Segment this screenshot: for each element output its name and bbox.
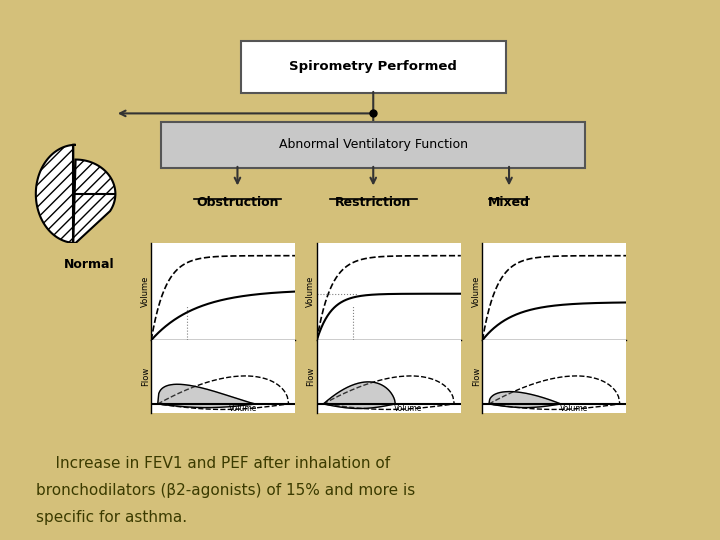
Text: Volume: Volume bbox=[395, 404, 423, 413]
Text: bronchodilators (β2-agonists) of 15% and more is: bronchodilators (β2-agonists) of 15% and… bbox=[36, 483, 415, 498]
Y-axis label: Flow: Flow bbox=[307, 367, 315, 386]
Text: Spirometry Performed: Spirometry Performed bbox=[289, 60, 457, 73]
Y-axis label: Volume: Volume bbox=[472, 276, 481, 307]
Text: Volume: Volume bbox=[560, 404, 588, 413]
X-axis label: Time: Time bbox=[544, 342, 564, 350]
Y-axis label: Flow: Flow bbox=[141, 367, 150, 386]
X-axis label: Time: Time bbox=[213, 342, 233, 350]
FancyBboxPatch shape bbox=[161, 122, 585, 168]
X-axis label: Time: Time bbox=[379, 342, 399, 350]
Text: Volume: Volume bbox=[229, 404, 257, 413]
Y-axis label: Flow: Flow bbox=[472, 367, 481, 386]
Text: Obstruction: Obstruction bbox=[197, 197, 279, 210]
Y-axis label: Volume: Volume bbox=[307, 276, 315, 307]
Text: Increase in FEV1 and PEF after inhalation of: Increase in FEV1 and PEF after inhalatio… bbox=[36, 456, 390, 471]
Polygon shape bbox=[36, 145, 115, 243]
Text: Normal: Normal bbox=[64, 258, 115, 271]
Y-axis label: Volume: Volume bbox=[141, 276, 150, 307]
Text: specific for asthma.: specific for asthma. bbox=[36, 510, 187, 525]
Text: Abnormal Ventilatory Function: Abnormal Ventilatory Function bbox=[279, 138, 468, 151]
Polygon shape bbox=[323, 382, 395, 409]
Text: Restriction: Restriction bbox=[335, 197, 411, 210]
Polygon shape bbox=[158, 384, 256, 408]
Polygon shape bbox=[489, 392, 561, 408]
Text: Mixed: Mixed bbox=[488, 197, 530, 210]
FancyBboxPatch shape bbox=[240, 40, 505, 93]
